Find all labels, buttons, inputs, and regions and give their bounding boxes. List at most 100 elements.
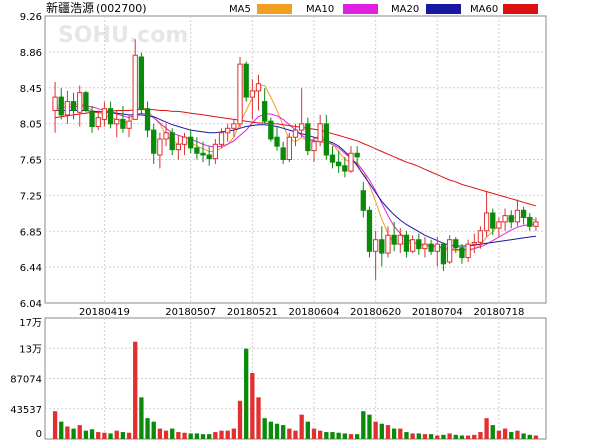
candle-body (95, 117, 101, 128)
candle (354, 146, 360, 164)
candle (64, 90, 71, 124)
volume-bar (194, 433, 200, 439)
candle (477, 226, 484, 249)
candle-body (409, 239, 416, 252)
candle-body (64, 101, 71, 116)
candle (157, 132, 163, 169)
candle-body (175, 143, 182, 151)
legend-ma20-swatch (426, 4, 461, 14)
legend-ma5-label: MA5 (229, 4, 251, 15)
volume-bar (428, 434, 434, 439)
price-tick-label: 6.85 (20, 227, 42, 238)
candle-body (107, 108, 114, 125)
volume-bar (484, 418, 489, 439)
candle-body (520, 209, 527, 218)
candle-body (83, 92, 89, 111)
candle-body (453, 239, 459, 249)
price-tick-label: 8.45 (20, 84, 42, 95)
volume-bar (478, 432, 483, 439)
volume-bar (527, 434, 532, 439)
volume-bar (120, 432, 126, 439)
volume-bar (435, 435, 440, 439)
candle (360, 181, 366, 218)
candle (95, 110, 101, 131)
date-axis-labels: 20180419 20180507 20180521 20180604 20180620… (79, 307, 524, 318)
candle (379, 226, 385, 267)
price-tick-label: 8.86 (20, 48, 42, 59)
candle (200, 141, 206, 163)
volume-bars (52, 341, 539, 439)
volume-bar (200, 434, 206, 439)
volume-bar (256, 397, 261, 439)
candle-body (249, 90, 256, 98)
volume-bar (299, 414, 304, 439)
candle (188, 130, 194, 154)
candle-body (262, 101, 268, 122)
candle (496, 217, 502, 238)
candle-body (280, 147, 286, 160)
candle-body (422, 243, 428, 250)
candle (225, 123, 231, 142)
candle (372, 230, 379, 280)
candle (243, 61, 249, 102)
candle (409, 235, 416, 254)
candle (175, 135, 182, 160)
candle (114, 110, 120, 138)
volume-bar (89, 429, 95, 439)
candle-body (527, 216, 533, 227)
volume-bar (126, 432, 132, 439)
volume-tick-label: 17万 (19, 318, 42, 329)
candle-body (379, 239, 385, 254)
candle (508, 210, 514, 229)
legend-ma60-swatch (503, 4, 538, 14)
volume-bar (77, 425, 82, 439)
candle (218, 128, 225, 148)
candle-body (471, 241, 477, 245)
volume-bar (182, 432, 187, 439)
volume-bar (151, 421, 156, 439)
volume-bar (293, 430, 298, 439)
candle (317, 114, 323, 147)
volume-bar (237, 400, 243, 439)
volume-bar (176, 432, 181, 439)
candle-body (490, 212, 496, 229)
candle (403, 230, 410, 258)
volume-axis-labels: 17万 13万 87074 43537 0 (10, 318, 42, 440)
candle-body (255, 83, 262, 92)
candle-body (151, 129, 157, 154)
candle-body (163, 132, 169, 140)
candle-body (138, 56, 145, 110)
price-tick-label: 9.26 (20, 12, 42, 23)
candle-body (274, 136, 280, 147)
volume-bar (354, 434, 360, 439)
date-tick-label: 20180704 (412, 307, 463, 318)
candle (58, 88, 64, 120)
candle-body (317, 123, 323, 143)
candle-body (225, 127, 231, 134)
candle (533, 217, 539, 231)
volume-bar (281, 425, 286, 439)
legend: MA5 MA10 MA20 MA60 (229, 4, 538, 15)
candle-body (311, 141, 317, 152)
candle (483, 190, 490, 238)
candle (342, 156, 348, 178)
volume-bar (262, 418, 267, 439)
candle (151, 123, 157, 164)
candle-body (237, 63, 243, 125)
candle (453, 237, 459, 254)
volume-bar (96, 432, 101, 439)
candle (138, 52, 145, 115)
candle-body (292, 129, 299, 138)
candle (502, 208, 508, 231)
date-tick-label: 20180620 (350, 307, 401, 318)
volume-bar (219, 430, 224, 439)
candle (465, 239, 471, 262)
candle (329, 146, 336, 169)
candle-body (335, 161, 342, 167)
date-tick-label: 20180604 (289, 307, 340, 318)
candle (231, 119, 237, 138)
candle (459, 244, 465, 264)
volume-bar (379, 423, 384, 439)
candle (514, 199, 521, 227)
volume-bar (391, 428, 397, 439)
